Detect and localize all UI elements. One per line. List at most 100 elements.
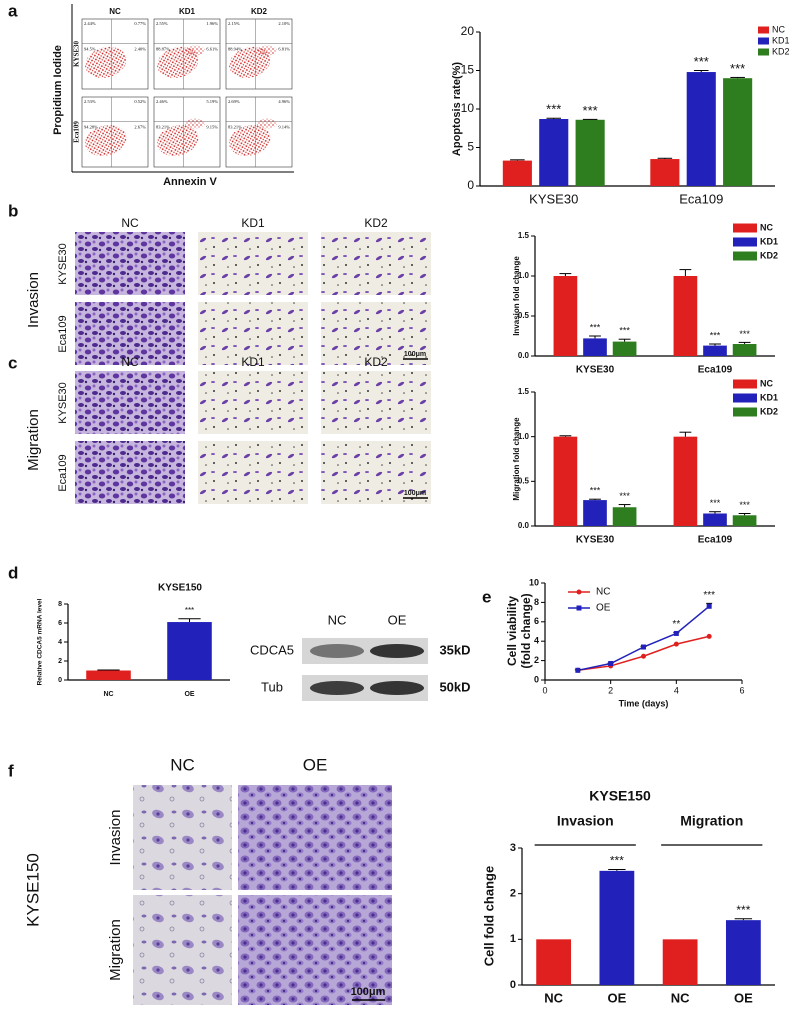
column-header: NC <box>328 612 347 627</box>
column-header: KD1 <box>241 216 265 230</box>
bar <box>583 500 607 526</box>
bar <box>703 345 727 356</box>
column-header: NC <box>170 755 195 774</box>
axis-title: Cell fold change <box>481 866 496 966</box>
micrograph <box>238 895 392 1005</box>
panel-letter: a <box>8 1 18 20</box>
marker <box>641 644 646 650</box>
group-label: Invasion <box>557 813 614 829</box>
marker <box>608 661 614 667</box>
row-label: KYSE30 <box>73 40 81 67</box>
band-size: 50kD <box>439 679 470 694</box>
row-label: CDCA5 <box>250 642 294 657</box>
quadrant-value: 2.10% <box>278 21 290 26</box>
band-size: 35kD <box>439 642 470 657</box>
legend-swatch <box>758 48 769 56</box>
quadrant-value: 6.81% <box>278 47 290 52</box>
y-tick-label: 0.0 <box>518 521 530 530</box>
x-tick-label: 6 <box>739 685 744 695</box>
column-header: OE <box>303 755 328 774</box>
x-tick-label: OE <box>184 691 194 698</box>
marker <box>706 603 712 609</box>
significance: *** <box>590 322 601 332</box>
blot-band <box>310 644 364 658</box>
section-label: Migration <box>25 409 42 471</box>
legend-label: NC <box>760 222 773 232</box>
panel-letter: e <box>482 587 491 606</box>
significance: ** <box>672 619 680 630</box>
y-tick-label: 2 <box>534 655 539 665</box>
legend-swatch <box>758 37 769 45</box>
legend-swatch <box>733 379 757 389</box>
significance: *** <box>703 590 715 601</box>
y-tick-label: 2 <box>58 658 62 665</box>
quadrant-value: 2.40% <box>134 47 146 52</box>
significance: *** <box>619 326 630 336</box>
cell-cloud <box>229 46 271 78</box>
cell-cloud <box>157 46 199 78</box>
bar <box>536 939 572 985</box>
significance: *** <box>730 61 745 76</box>
column-header: KD2 <box>364 355 388 369</box>
legend-swatch <box>733 407 757 417</box>
row-label: Eca109 <box>73 121 81 143</box>
bar <box>553 276 578 356</box>
micrograph <box>133 785 232 890</box>
bar <box>86 670 131 680</box>
bar <box>650 159 680 186</box>
chart-title: KYSE150 <box>158 583 202 594</box>
y-tick-label: 1.0 <box>518 432 530 441</box>
significance: *** <box>619 491 630 501</box>
legend-label: KD1 <box>772 35 790 45</box>
bar <box>686 72 716 186</box>
bar <box>612 341 637 356</box>
panel-letter: c <box>8 353 17 372</box>
legend-label: KD1 <box>760 392 778 402</box>
bar <box>703 513 727 526</box>
y-tick-label: 6 <box>534 616 539 626</box>
y-tick-label: 0 <box>467 178 474 192</box>
x-tick-label: NC <box>671 990 690 1005</box>
micrograph <box>75 232 185 295</box>
bar <box>553 436 578 526</box>
row-label: Eca109 <box>57 315 69 352</box>
y-tick-label: 2 <box>510 888 516 900</box>
micrograph <box>75 441 185 504</box>
legend-marker <box>576 589 582 595</box>
axis-label: Annexin V <box>163 176 217 188</box>
quadrant-value: 94.5% <box>84 47 96 52</box>
x-tick-label: Eca109 <box>698 535 733 546</box>
y-tick-label: 8 <box>58 601 62 608</box>
x-tick-label: OE <box>734 990 753 1005</box>
quadrant-value: 9.14% <box>278 125 290 130</box>
section-label: Invasion <box>25 272 42 328</box>
legend-swatch <box>758 26 769 34</box>
cell-cloud <box>256 45 277 56</box>
y-tick-label: 15 <box>461 63 475 77</box>
axis-title: Invasion fold change <box>512 256 521 336</box>
axis-title: Time (days) <box>619 698 669 708</box>
bar <box>583 338 607 356</box>
column-header: KD1 <box>179 7 196 16</box>
y-tick-label: 4 <box>534 636 539 646</box>
micrograph <box>198 302 308 365</box>
axis-title: (fold change) <box>519 593 533 668</box>
y-tick-label: 0.5 <box>518 311 530 320</box>
micrograph <box>198 371 308 434</box>
y-tick-label: 1 <box>510 933 516 945</box>
bar <box>575 119 605 186</box>
panel-letter: d <box>8 563 18 582</box>
bar <box>599 870 635 985</box>
micrograph <box>75 302 185 365</box>
micrograph <box>133 895 232 1005</box>
chart-title: KYSE150 <box>589 788 651 804</box>
quadrant-value: 2.44% <box>84 21 96 26</box>
marker <box>673 630 679 636</box>
row-label: Tub <box>261 679 283 694</box>
legend-label: KD2 <box>760 406 778 416</box>
legend-swatch <box>733 251 757 261</box>
bar <box>612 507 637 526</box>
marker <box>706 633 712 639</box>
cell-cloud <box>85 46 127 78</box>
